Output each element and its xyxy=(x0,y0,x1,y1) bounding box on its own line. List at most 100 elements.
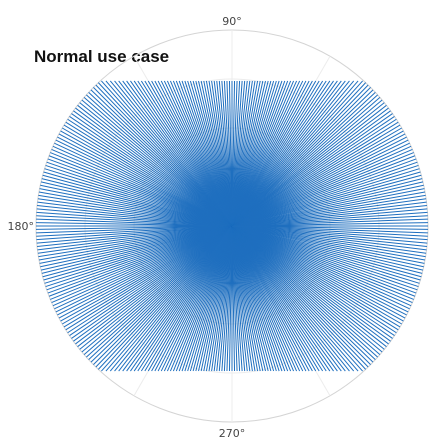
ray-line xyxy=(36,222,233,227)
ray-line xyxy=(69,225,233,337)
ray-line xyxy=(231,201,427,227)
ray-line xyxy=(41,178,233,227)
ray-line xyxy=(231,225,363,372)
ray-line xyxy=(122,225,233,372)
ray-line xyxy=(231,178,423,227)
ray-line xyxy=(57,136,233,227)
ray-line xyxy=(231,222,428,227)
ray-line xyxy=(45,164,233,227)
ray-line xyxy=(231,113,393,227)
ray-line xyxy=(231,158,417,227)
ray-line xyxy=(46,161,233,227)
ray-line xyxy=(97,82,233,227)
ray-line xyxy=(126,225,233,372)
ray-line xyxy=(40,181,233,227)
ray-line xyxy=(231,225,399,331)
ray-line xyxy=(231,161,418,227)
ray-line xyxy=(36,211,233,227)
ray-line xyxy=(42,225,233,278)
ray-line xyxy=(37,225,233,251)
ray-line xyxy=(231,80,350,227)
ray-line xyxy=(105,80,233,227)
ray-line xyxy=(231,80,363,227)
ray-line xyxy=(81,99,233,227)
ray-line xyxy=(88,225,233,361)
ray-line xyxy=(97,225,233,370)
ray-line xyxy=(231,225,334,372)
ray-line xyxy=(231,225,427,251)
ray-line xyxy=(37,225,233,254)
ray-line xyxy=(57,225,233,316)
ray-line xyxy=(231,80,334,227)
ray-line xyxy=(231,225,421,281)
ray-line xyxy=(40,225,233,271)
ray-line xyxy=(231,80,355,227)
ray-line xyxy=(75,107,233,227)
rays-series xyxy=(36,80,428,372)
ray-line xyxy=(231,225,426,261)
ray-line xyxy=(231,80,342,227)
ray-line xyxy=(67,225,233,334)
ray-line xyxy=(231,225,417,294)
ray-line xyxy=(231,225,387,348)
ray-line xyxy=(60,225,233,322)
ray-line xyxy=(62,127,233,227)
ray-line xyxy=(58,225,233,319)
ray-line xyxy=(231,225,428,234)
ray-line xyxy=(231,118,397,227)
ray-line xyxy=(75,225,233,345)
angle-tick-90: 90° xyxy=(222,15,242,28)
ray-line xyxy=(231,225,428,230)
ray-line xyxy=(231,115,395,227)
ray-line xyxy=(126,80,233,227)
ray-line xyxy=(122,80,233,227)
ray-line xyxy=(50,152,233,227)
ray-line xyxy=(114,225,233,372)
ray-line xyxy=(101,225,233,372)
ray-line xyxy=(71,225,233,339)
ray-line xyxy=(71,113,233,227)
ray-line xyxy=(137,225,233,372)
ray-line xyxy=(231,145,412,227)
ray-line xyxy=(231,225,371,365)
ray-line xyxy=(95,84,233,227)
ray-line xyxy=(36,218,233,227)
ray-line xyxy=(231,225,374,363)
ray-line xyxy=(231,225,428,237)
ray-line xyxy=(231,127,402,227)
ray-line xyxy=(37,198,233,227)
ray-line xyxy=(231,191,426,227)
ray-line xyxy=(41,225,233,274)
ray-line xyxy=(231,225,385,350)
ray-line xyxy=(133,225,233,372)
ray-line xyxy=(231,225,389,345)
ray-line xyxy=(105,225,233,372)
angle-tick-180: 180° xyxy=(8,220,35,233)
ray-line xyxy=(231,87,371,227)
ray-line xyxy=(42,174,233,227)
ray-line xyxy=(231,80,327,227)
ray-line xyxy=(231,225,406,319)
ray-line xyxy=(231,225,420,284)
ray-line xyxy=(231,225,412,307)
ray-line xyxy=(231,198,427,227)
ray-line xyxy=(73,110,233,227)
ray-line xyxy=(36,208,233,227)
ray-line xyxy=(46,225,233,291)
ray-line xyxy=(52,145,233,227)
ray-line xyxy=(36,225,233,230)
ray-line xyxy=(231,225,418,291)
ray-line xyxy=(79,225,233,350)
ray-line xyxy=(36,225,233,237)
ray-line xyxy=(43,225,233,281)
ray-line xyxy=(231,225,416,297)
ray-line xyxy=(231,225,424,268)
ray-line xyxy=(90,89,233,227)
ray-line xyxy=(79,102,233,227)
ray-line xyxy=(231,97,381,227)
ray-line xyxy=(54,225,233,310)
ray-line xyxy=(48,155,233,227)
ray-line xyxy=(58,133,233,227)
ray-line xyxy=(231,181,424,227)
ray-line xyxy=(231,225,395,337)
